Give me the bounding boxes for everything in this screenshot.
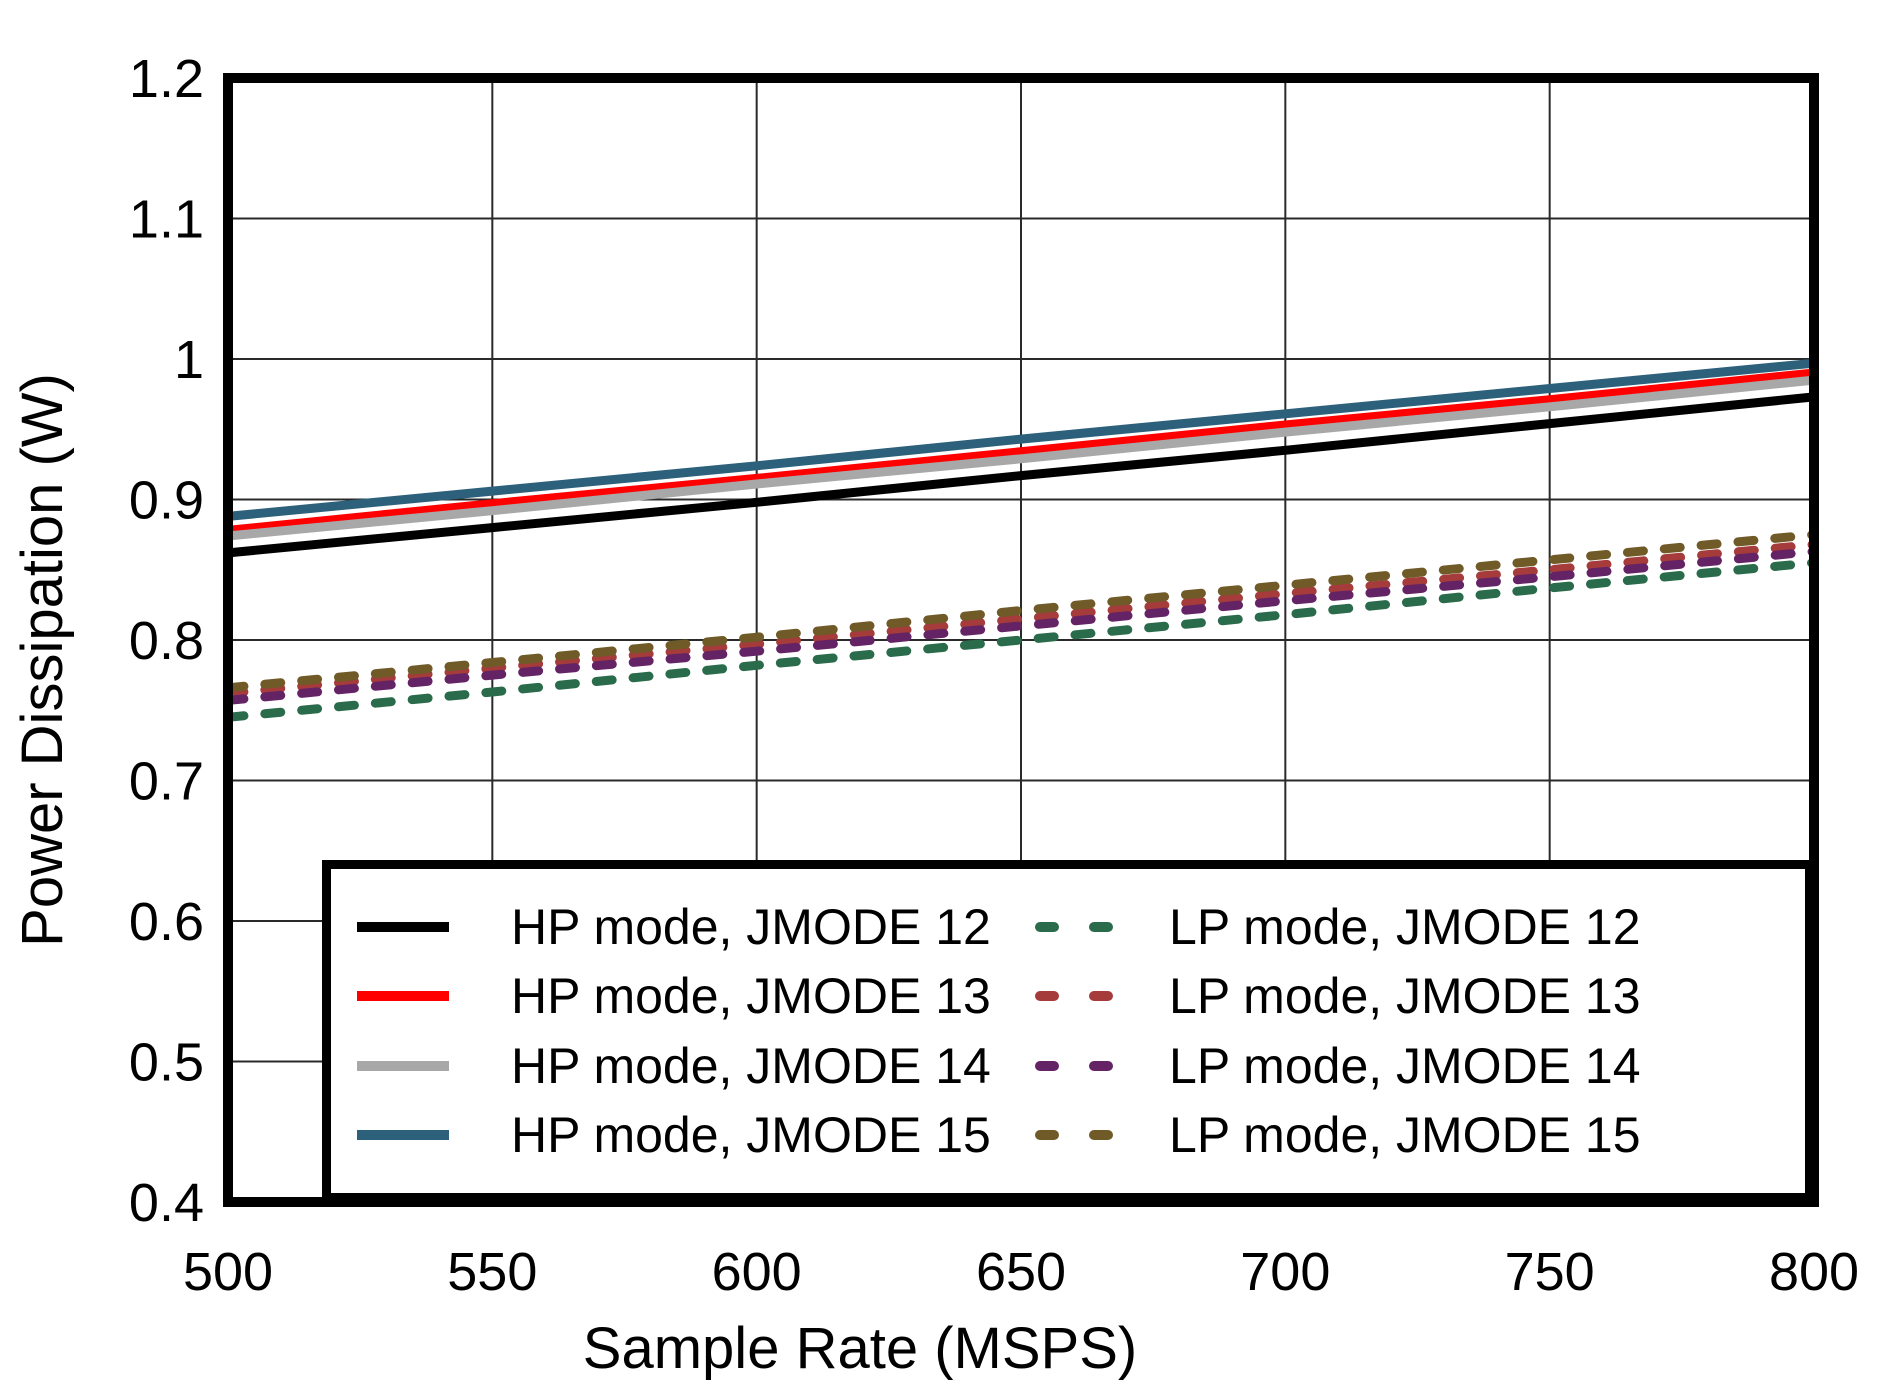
x-tick-labels: 500 550 600 650 700 750 800 <box>183 1242 1859 1302</box>
x-tick-label: 600 <box>712 1242 802 1302</box>
legend-dash <box>1089 922 1114 933</box>
y-tick-label: 0.7 <box>129 752 204 812</box>
legend-dash <box>1035 922 1060 933</box>
series-lines <box>223 358 1819 722</box>
series-line-lp-mode-jmode-14 <box>223 547 1819 705</box>
legend-dash <box>1035 1060 1060 1071</box>
legend-dash <box>1035 991 1060 1002</box>
series-line-lp-mode-jmode-15 <box>223 530 1819 693</box>
legend-label: LP mode, JMODE 14 <box>1169 1037 1641 1094</box>
legend-swatch-solid-line <box>357 922 449 933</box>
legend-swatch-solid-line <box>357 1060 449 1071</box>
legend-label: HP mode, JMODE 13 <box>511 968 991 1025</box>
legend-item: LP mode, JMODE 12 <box>1035 898 1805 956</box>
legend-item: HP mode, JMODE 12 <box>357 898 1009 956</box>
legend-swatch-dashed-line <box>1035 1060 1114 1071</box>
legend-swatch-dashed-line <box>1035 991 1114 1002</box>
legend-column-lp: LP mode, JMODE 12 LP mode, JMODE 13 LP mod… <box>1009 869 1805 1193</box>
series-line-lp-mode-jmode-13 <box>223 540 1819 698</box>
legend-dash <box>1089 1060 1114 1071</box>
y-tick-label: 1 <box>174 330 204 390</box>
legend-dash <box>1089 1129 1114 1140</box>
legend-item: LP mode, JMODE 15 <box>1035 1106 1805 1164</box>
x-tick-label: 550 <box>447 1242 537 1302</box>
legend-item: LP mode, JMODE 14 <box>1035 1037 1805 1095</box>
series-line-hp-mode-jmode-15 <box>227 358 1815 521</box>
y-axis-title: Power Dissipation (W) <box>10 373 75 947</box>
legend-dash <box>1035 1129 1060 1140</box>
y-tick-label: 0.9 <box>129 471 204 531</box>
series-line-hp-mode-jmode-13 <box>227 368 1815 535</box>
x-tick-label: 500 <box>183 1242 273 1302</box>
legend-dash <box>1089 991 1114 1002</box>
legend-item: HP mode, JMODE 14 <box>357 1037 1009 1095</box>
y-tick-label: 0.4 <box>129 1173 204 1233</box>
x-tick-label: 650 <box>976 1242 1066 1302</box>
x-tick-label: 700 <box>1240 1242 1330 1302</box>
y-tick-labels: 0.4 0.5 0.6 0.7 0.8 0.9 1 1.1 1.2 <box>129 49 204 1233</box>
plot-border <box>223 73 1819 1207</box>
legend-label: HP mode, JMODE 15 <box>511 1106 991 1163</box>
legend-item: HP mode, JMODE 13 <box>357 967 1009 1025</box>
legend-swatch-solid-line <box>357 991 449 1002</box>
legend-label: LP mode, JMODE 15 <box>1169 1106 1641 1163</box>
series-line-hp-mode-jmode-12 <box>227 392 1815 558</box>
series-line-lp-mode-jmode-12 <box>223 558 1819 722</box>
legend-column-hp: HP mode, JMODE 12 HP mode, JMODE 13 HP mod… <box>331 869 1009 1193</box>
y-tick-label: 0.6 <box>129 892 204 952</box>
legend-item: HP mode, JMODE 15 <box>357 1106 1009 1164</box>
x-axis-title: Sample Rate (MSPS) <box>583 1316 1137 1381</box>
legend-label: HP mode, JMODE 12 <box>511 899 991 956</box>
y-tick-label: 1.2 <box>129 49 204 109</box>
legend-swatch-dashed-line <box>1035 1129 1114 1140</box>
x-tick-label: 800 <box>1769 1242 1859 1302</box>
y-tick-label: 1.1 <box>129 190 204 250</box>
legend-label: LP mode, JMODE 12 <box>1169 899 1641 956</box>
series-line-hp-mode-jmode-14 <box>227 375 1815 541</box>
x-tick-label: 750 <box>1505 1242 1595 1302</box>
y-tick-label: 0.5 <box>129 1033 204 1093</box>
legend-swatch-solid-line <box>357 1129 449 1140</box>
legend-label: HP mode, JMODE 14 <box>511 1037 991 1094</box>
legend-label: LP mode, JMODE 13 <box>1169 968 1641 1025</box>
y-tick-label: 0.8 <box>129 611 204 671</box>
legend-swatch-dashed-line <box>1035 922 1114 933</box>
legend: HP mode, JMODE 12 HP mode, JMODE 13 HP mod… <box>322 860 1814 1202</box>
legend-item: LP mode, JMODE 13 <box>1035 967 1805 1025</box>
